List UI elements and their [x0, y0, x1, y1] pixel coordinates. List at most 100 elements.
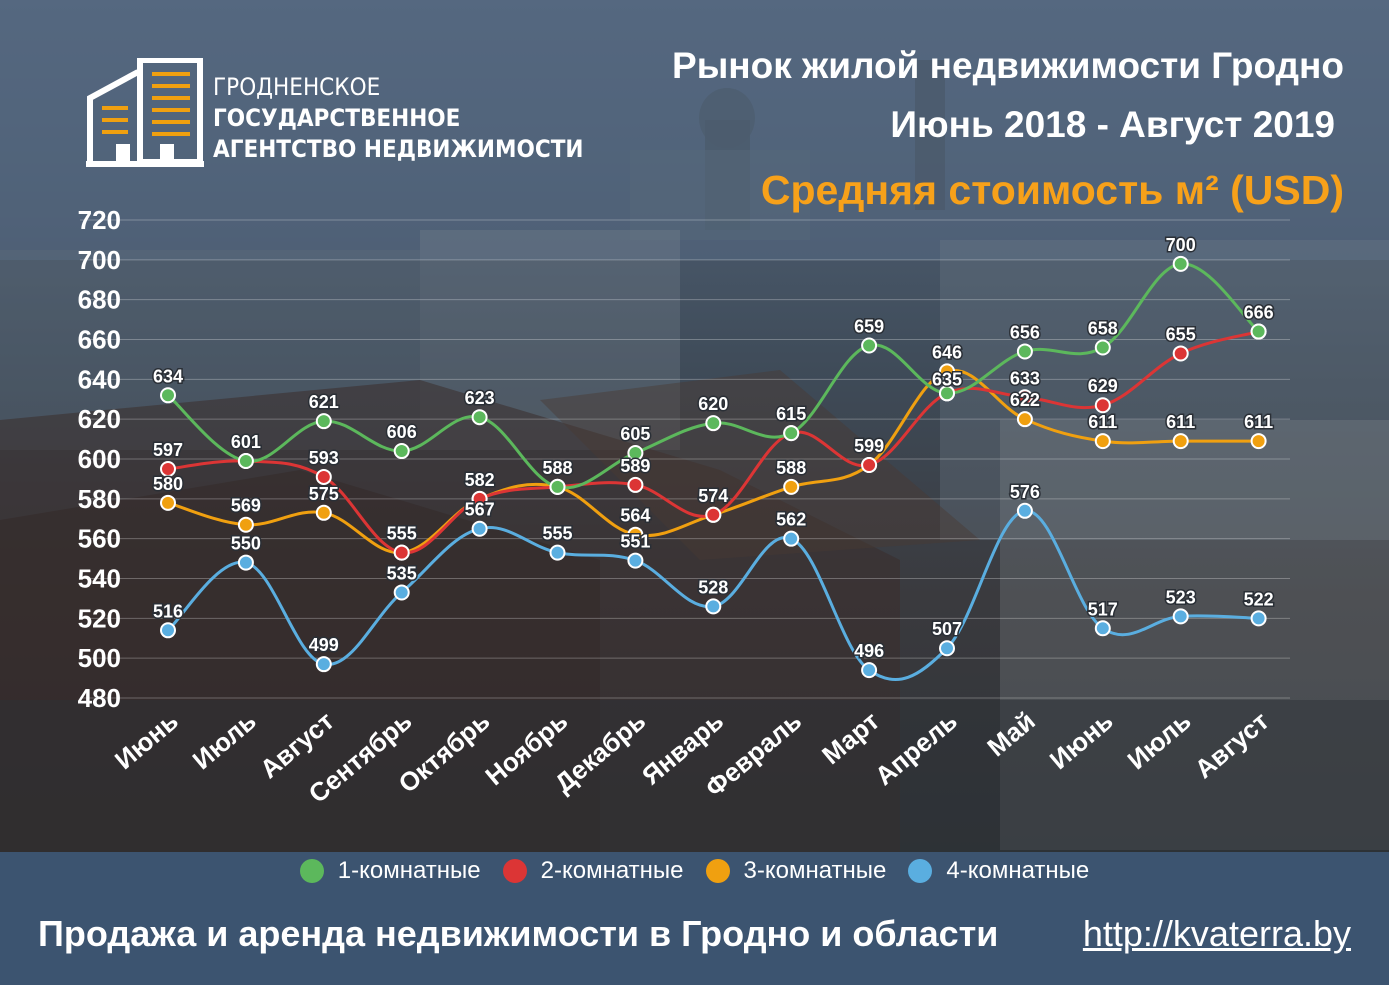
legend-label-2: 2-комнатные	[540, 857, 684, 884]
y-tick-label: 560	[78, 524, 121, 554]
data-point	[1016, 411, 1033, 428]
data-label: 655	[1166, 324, 1196, 344]
data-labels: 634 601 621 606 623 605 620 659 656 658 700 597 593 5…	[151, 233, 1275, 662]
y-tick-label: 620	[78, 404, 121, 434]
y-tick-label: 600	[78, 444, 121, 474]
data-label: 700	[1166, 235, 1196, 255]
data-label: 516	[153, 601, 183, 621]
data-label: 606	[387, 422, 417, 442]
data-label: 507	[932, 619, 962, 639]
data-label: 499	[309, 635, 339, 655]
data-point	[160, 494, 176, 511]
data-point	[471, 409, 488, 426]
data-label: 633	[1010, 368, 1040, 388]
data-point	[783, 530, 800, 547]
website-link[interactable]: http://kvaterra.by	[1082, 913, 1351, 954]
agency-logo-icon	[86, 58, 204, 167]
data-label: 567	[465, 500, 495, 520]
y-tick-label: 580	[78, 484, 121, 514]
data-point	[471, 520, 488, 537]
data-point	[393, 584, 410, 601]
data-point	[861, 662, 878, 679]
data-point	[1094, 397, 1111, 414]
data-label: 666	[1244, 303, 1274, 323]
y-tick-label: 700	[78, 245, 121, 275]
y-tick-label: 500	[78, 643, 121, 673]
x-tick-label: Июнь	[1044, 706, 1119, 776]
chart-title-line-2: Июнь 2018 - Август 2019	[890, 104, 1335, 145]
data-label: 629	[1088, 376, 1118, 396]
logo-line-3: АГЕНТСТВО НЕДВИЖИМОСТИ	[213, 135, 584, 163]
legend-dot-orange	[705, 859, 730, 883]
data-point	[627, 552, 644, 569]
footer-bar	[0, 852, 1389, 985]
data-point	[160, 387, 176, 404]
data-label: 588	[542, 458, 572, 478]
data-label: 659	[854, 316, 884, 336]
line-chart: 480500520540560580600620640660680700720 …	[78, 205, 1290, 809]
data-label: 575	[309, 484, 339, 504]
y-tick-label: 660	[78, 325, 121, 355]
data-point	[861, 337, 878, 354]
data-point	[1250, 610, 1267, 627]
x-tick-label: Март	[816, 705, 885, 770]
data-point	[783, 478, 800, 495]
data-point	[939, 385, 955, 402]
data-label: 615	[776, 404, 806, 424]
data-point	[237, 516, 254, 533]
data-point	[160, 460, 176, 477]
data-point	[1094, 339, 1111, 356]
data-label: 580	[153, 474, 183, 494]
legend-label-4: 4-комнатные	[946, 857, 1090, 884]
y-tick-label: 720	[78, 205, 121, 235]
data-point	[705, 506, 722, 523]
data-label: 634	[153, 366, 183, 386]
logo-line-1: ГРОДНЕНСКОЕ	[213, 73, 381, 101]
data-point	[627, 526, 644, 543]
y-tick-label: 640	[78, 364, 121, 394]
logo-line-2: ГОСУДАРСТВЕННОЕ	[213, 104, 461, 132]
data-label: 635	[932, 369, 962, 389]
data-label: 593	[309, 448, 339, 468]
data-label: 589	[620, 456, 650, 476]
data-point	[1172, 255, 1189, 272]
data-label: 622	[1010, 390, 1040, 410]
y-tick-label: 480	[78, 683, 121, 713]
data-point	[705, 598, 722, 615]
data-point	[393, 443, 410, 460]
data-point	[315, 468, 332, 485]
chart-title-line-3: Средняя стоимость м² (USD)	[760, 167, 1344, 213]
y-tick-label: 520	[78, 603, 121, 633]
data-label: 535	[387, 563, 417, 583]
chart-legend: 1-комнатные 2-комнатные 3-комнатные 4-ко…	[0, 856, 1389, 886]
data-label: 562	[776, 510, 806, 530]
data-point	[627, 476, 644, 493]
data-point	[1016, 343, 1033, 360]
x-tick-label: Май	[981, 706, 1040, 763]
legend-label-1: 1-комнатные	[337, 857, 481, 884]
data-point	[1172, 433, 1189, 450]
data-point	[237, 453, 254, 470]
data-point	[1016, 502, 1033, 519]
data-point	[1016, 389, 1033, 406]
data-label: 569	[231, 496, 261, 516]
data-label: 576	[1010, 482, 1040, 502]
footer-tagline: Продажа и аренда недвижимости в Гродно и…	[38, 913, 999, 954]
data-point	[705, 415, 722, 432]
data-point	[549, 478, 566, 495]
data-point	[627, 445, 644, 462]
data-point	[315, 413, 332, 430]
data-label: 611	[1088, 412, 1117, 432]
x-axis-ticks: Июнь ИюльАвгустСентябрьОктябрьНоябрьДекаб…	[109, 705, 1275, 808]
data-label: 656	[1010, 322, 1040, 342]
data-point	[160, 622, 176, 639]
data-label: 623	[465, 388, 495, 408]
legend-dot-green	[299, 859, 324, 883]
data-point	[939, 363, 955, 380]
data-point	[783, 425, 800, 442]
x-tick-label: Апрель	[869, 706, 963, 792]
data-label: 550	[231, 534, 261, 554]
y-axis-ticks: 480 500 520 540 560 580 600 620 640 660 680 700 720	[78, 205, 121, 713]
data-label: 611	[1244, 412, 1273, 432]
data-point	[1094, 620, 1111, 637]
